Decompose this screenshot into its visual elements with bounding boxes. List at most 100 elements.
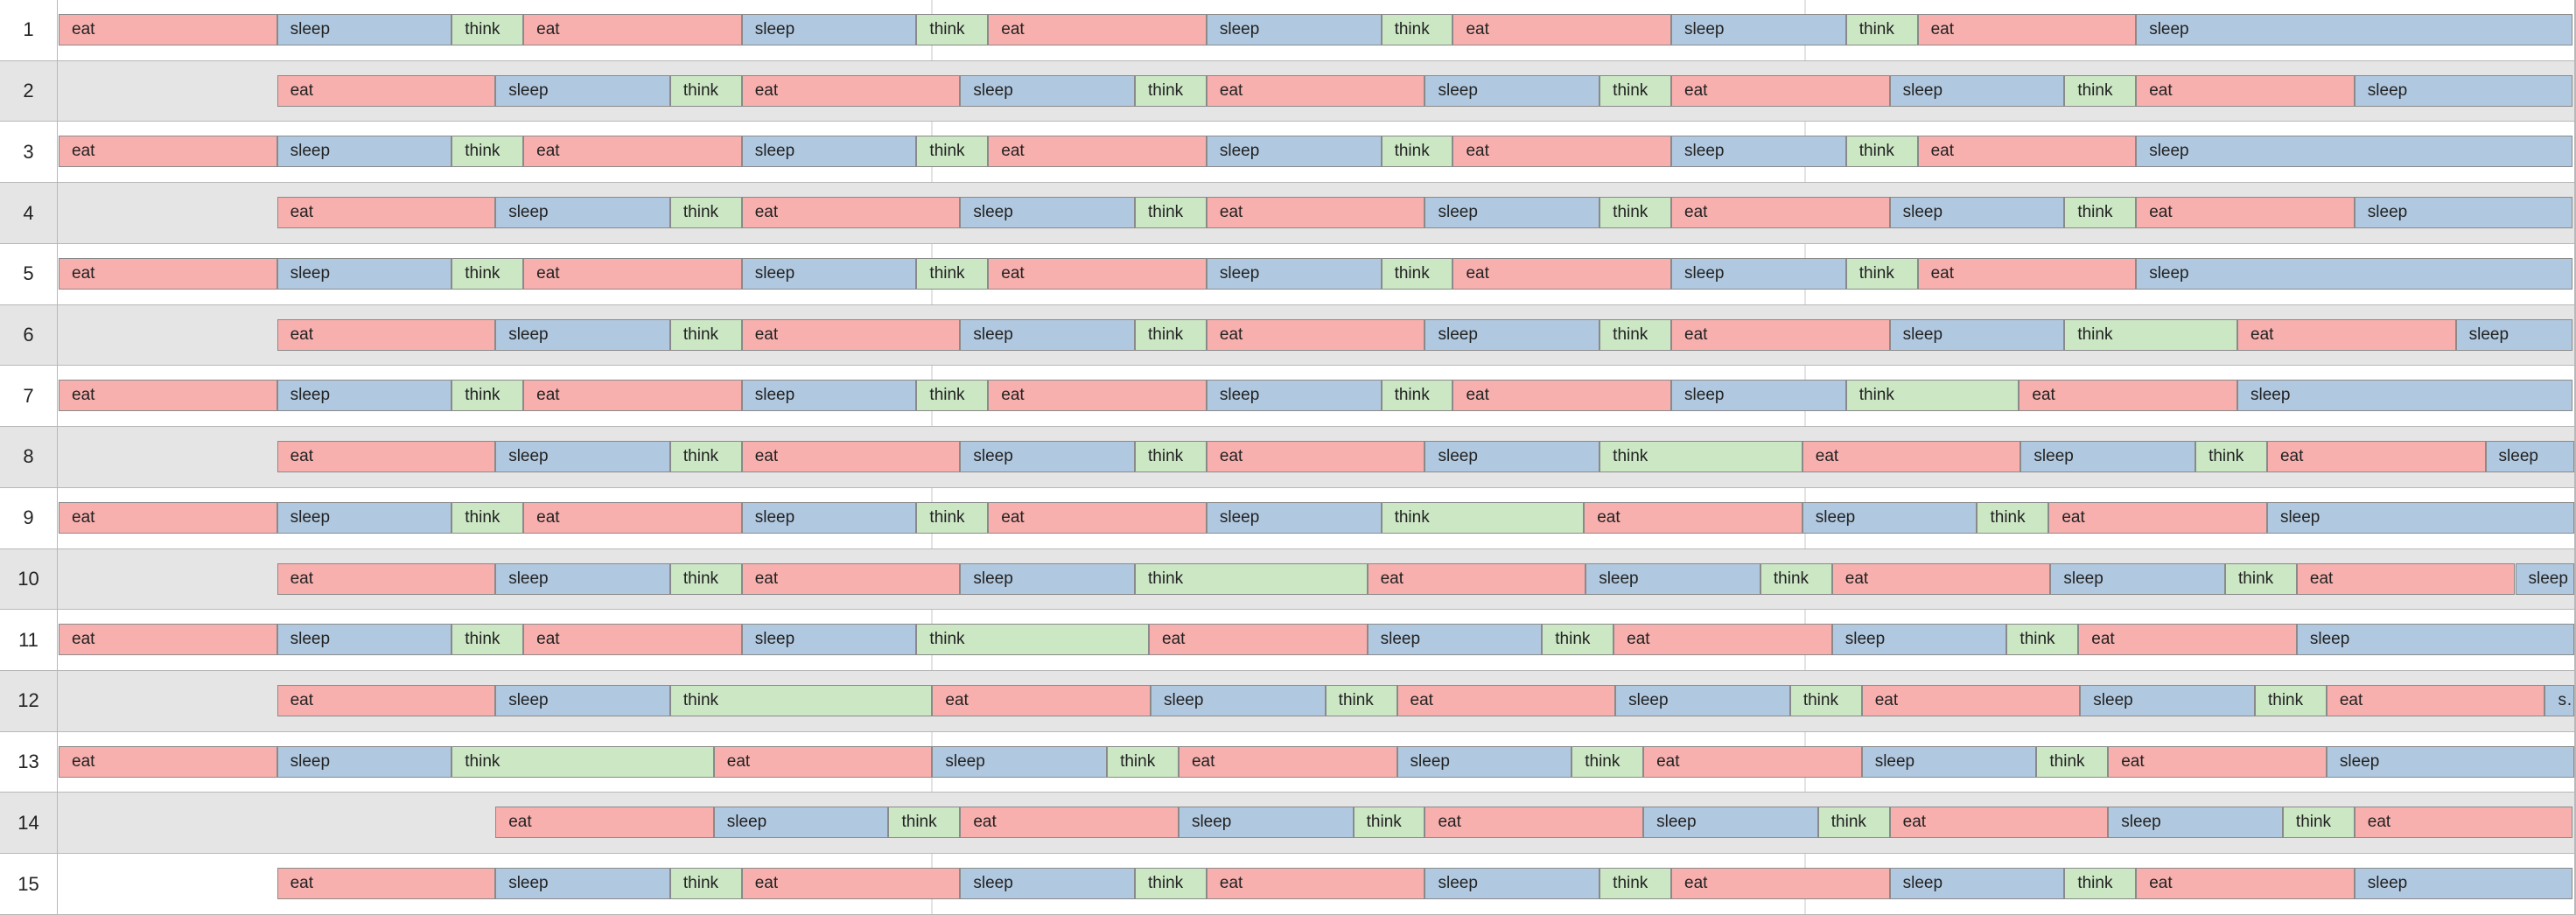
- activity-think-segment[interactable]: think: [2254, 685, 2327, 717]
- activity-sleep-segment[interactable]: sleep: [495, 197, 670, 229]
- activity-think-segment[interactable]: think: [1135, 197, 1207, 229]
- activity-sleep-segment[interactable]: sleep: [495, 318, 670, 351]
- activity-sleep-segment[interactable]: sleep: [495, 868, 670, 900]
- activity-sleep-segment[interactable]: sleep: [495, 685, 670, 717]
- activity-eat-segment[interactable]: eat: [276, 685, 496, 717]
- activity-sleep-segment[interactable]: sleep: [2020, 441, 2196, 473]
- activity-sleep-segment[interactable]: sleep: [2266, 501, 2575, 534]
- activity-sleep-segment[interactable]: sleep: [2108, 807, 2283, 839]
- activity-eat-segment[interactable]: eat: [2266, 441, 2486, 473]
- activity-sleep-segment[interactable]: sleep: [1671, 136, 1846, 168]
- activity-sleep-segment[interactable]: sleep: [713, 807, 889, 839]
- activity-think-segment[interactable]: think: [452, 136, 524, 168]
- activity-sleep-segment[interactable]: sleep: [1178, 807, 1354, 839]
- activity-sleep-segment[interactable]: sleep: [1889, 74, 2065, 107]
- activity-eat-segment[interactable]: eat: [2354, 807, 2573, 839]
- activity-sleep-segment[interactable]: sleep: [741, 380, 917, 412]
- activity-eat-segment[interactable]: eat: [2048, 501, 2267, 534]
- activity-think-segment[interactable]: think: [1572, 745, 1644, 778]
- activity-eat-segment[interactable]: eat: [2108, 745, 2327, 778]
- activity-think-segment[interactable]: think: [1845, 257, 1918, 290]
- activity-sleep-segment[interactable]: sleep: [2237, 380, 2573, 412]
- activity-eat-segment[interactable]: eat: [1452, 380, 1672, 412]
- activity-sleep-segment[interactable]: sleep: [1889, 318, 2065, 351]
- activity-eat-segment[interactable]: eat: [523, 501, 742, 534]
- activity-think-segment[interactable]: think: [1325, 685, 1397, 717]
- activity-eat-segment[interactable]: eat: [741, 562, 961, 595]
- activity-eat-segment[interactable]: eat: [1206, 197, 1425, 229]
- activity-sleep-segment[interactable]: sleep: [1671, 257, 1846, 290]
- activity-think-segment[interactable]: think: [1353, 807, 1425, 839]
- activity-sleep-segment[interactable]: sleep: [276, 257, 452, 290]
- activity-eat-segment[interactable]: eat: [741, 318, 961, 351]
- activity-eat-segment[interactable]: eat: [276, 197, 496, 229]
- activity-eat-segment[interactable]: eat: [741, 868, 961, 900]
- activity-think-segment[interactable]: think: [669, 197, 742, 229]
- activity-eat-segment[interactable]: eat: [1452, 136, 1672, 168]
- activity-sleep-segment[interactable]: sleep: [1643, 807, 1818, 839]
- activity-sleep-segment[interactable]: sleep: [2354, 74, 2573, 107]
- activity-sleep-segment[interactable]: sleep: [1396, 745, 1572, 778]
- activity-think-segment[interactable]: think: [1789, 685, 1862, 717]
- activity-eat-segment[interactable]: eat: [1889, 807, 2109, 839]
- activity-sleep-segment[interactable]: sleep: [276, 624, 452, 656]
- activity-think-segment[interactable]: think: [1977, 501, 2049, 534]
- activity-eat-segment[interactable]: eat: [1206, 318, 1425, 351]
- activity-eat-segment[interactable]: eat: [741, 441, 961, 473]
- activity-sleep-segment[interactable]: sleep: [960, 197, 1136, 229]
- activity-eat-segment[interactable]: eat: [276, 868, 496, 900]
- activity-sleep-segment[interactable]: sleep: [1861, 745, 2037, 778]
- activity-sleep-segment[interactable]: sleep: [741, 501, 917, 534]
- activity-eat-segment[interactable]: eat: [988, 136, 1207, 168]
- activity-think-segment[interactable]: think: [1107, 745, 1179, 778]
- activity-eat-segment[interactable]: eat: [59, 380, 277, 412]
- activity-eat-segment[interactable]: eat: [1396, 685, 1616, 717]
- activity-think-segment[interactable]: think: [669, 562, 742, 595]
- activity-sleep-segment[interactable]: sleep: [276, 136, 452, 168]
- activity-think-segment[interactable]: think: [2225, 562, 2297, 595]
- activity-eat-segment[interactable]: eat: [523, 14, 742, 45]
- activity-sleep-segment[interactable]: sleep: [2050, 562, 2226, 595]
- activity-think-segment[interactable]: think: [1760, 562, 1832, 595]
- activity-eat-segment[interactable]: eat: [741, 74, 961, 107]
- activity-eat-segment[interactable]: eat: [1452, 14, 1672, 45]
- activity-sleep-segment[interactable]: sleep: [1586, 562, 1760, 595]
- activity-sleep-segment[interactable]: sleep: [1206, 257, 1382, 290]
- activity-think-segment[interactable]: think: [1845, 136, 1918, 168]
- activity-sleep-segment[interactable]: sleep: [1671, 14, 1846, 45]
- activity-think-segment[interactable]: think: [1845, 380, 2020, 412]
- activity-think-segment[interactable]: think: [916, 14, 989, 45]
- activity-sleep-segment[interactable]: sleep: [1206, 136, 1382, 168]
- activity-eat-segment[interactable]: eat: [2078, 624, 2297, 656]
- activity-think-segment[interactable]: think: [1381, 14, 1453, 45]
- activity-sleep-segment[interactable]: sleep: [1424, 441, 1600, 473]
- activity-eat-segment[interactable]: eat: [59, 501, 277, 534]
- activity-think-segment[interactable]: think: [1600, 318, 1672, 351]
- activity-sleep-segment[interactable]: sleep: [2354, 197, 2573, 229]
- activity-sleep-segment[interactable]: sleep: [960, 441, 1136, 473]
- activity-think-segment[interactable]: think: [2064, 74, 2137, 107]
- activity-sleep-segment[interactable]: sleep: [1206, 501, 1382, 534]
- activity-think-segment[interactable]: think: [669, 318, 742, 351]
- activity-eat-segment[interactable]: eat: [1643, 745, 1862, 778]
- activity-sleep-segment[interactable]: sleep: [1889, 197, 2065, 229]
- activity-sleep-segment[interactable]: sleep: [960, 74, 1136, 107]
- activity-sleep-segment[interactable]: sleep: [276, 501, 452, 534]
- activity-eat-segment[interactable]: eat: [2136, 868, 2355, 900]
- activity-sleep-segment[interactable]: sleep: [2296, 624, 2575, 656]
- activity-sleep-segment[interactable]: sleep: [2485, 441, 2575, 473]
- activity-sleep-segment[interactable]: sleep: [932, 745, 1108, 778]
- activity-sleep-segment[interactable]: sleep: [2544, 685, 2575, 717]
- activity-sleep-segment[interactable]: sleep: [1424, 74, 1600, 107]
- activity-think-segment[interactable]: think: [1381, 257, 1453, 290]
- activity-sleep-segment[interactable]: sleep: [2136, 14, 2573, 45]
- activity-eat-segment[interactable]: eat: [523, 136, 742, 168]
- activity-eat-segment[interactable]: eat: [1917, 14, 2137, 45]
- activity-eat-segment[interactable]: eat: [1917, 136, 2137, 168]
- activity-eat-segment[interactable]: eat: [2019, 380, 2237, 412]
- activity-eat-segment[interactable]: eat: [932, 685, 1151, 717]
- activity-eat-segment[interactable]: eat: [988, 380, 1207, 412]
- activity-think-segment[interactable]: think: [1817, 807, 1890, 839]
- activity-think-segment[interactable]: think: [1600, 441, 1802, 473]
- activity-think-segment[interactable]: think: [452, 380, 524, 412]
